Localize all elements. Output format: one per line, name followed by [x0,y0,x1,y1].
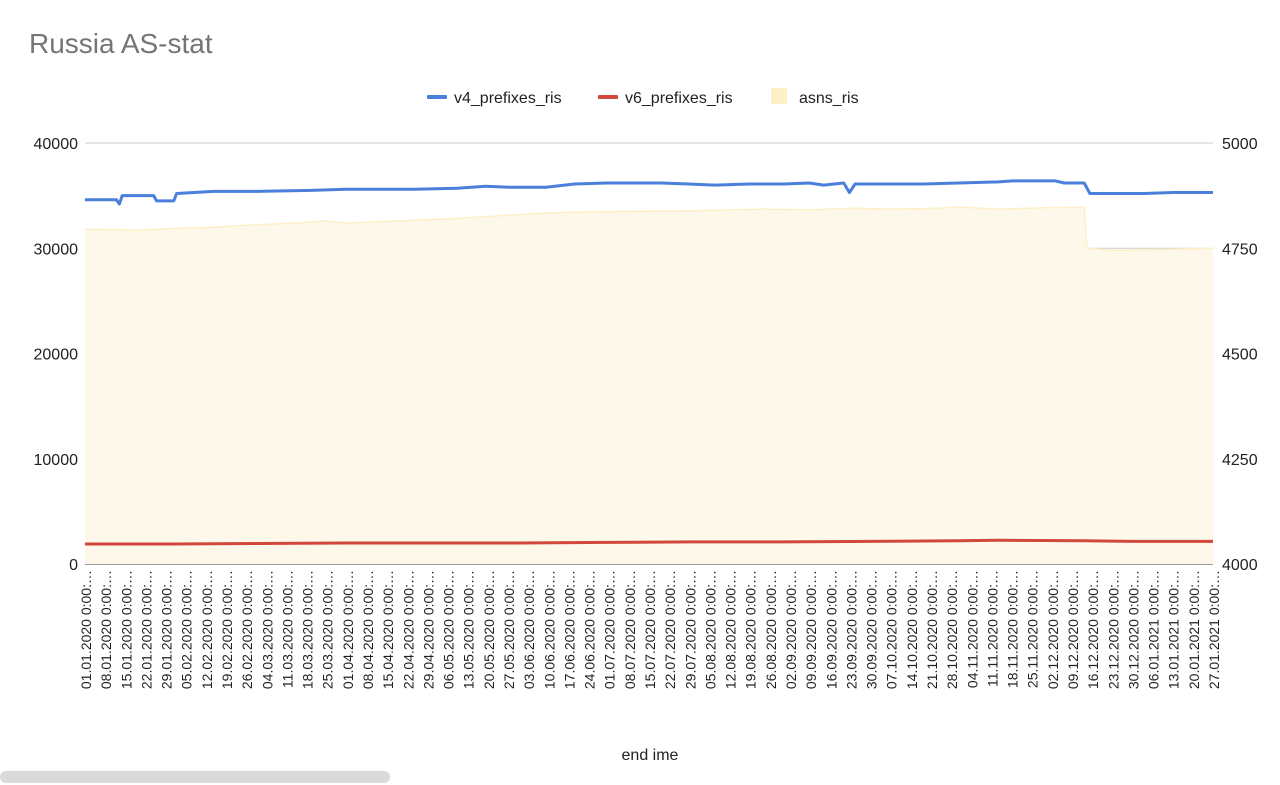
x-tick-label: 03.06.2020 0:00:… [521,570,537,689]
legend-label[interactable]: v4_prefixes_ris [454,90,562,107]
legend: v4_prefixes_ris v6_prefixes_ris asns_ris [427,88,859,107]
x-tick-label: 25.11.2020 0:00:… [1025,570,1041,688]
x-tick-label: 12.02.2020 0:00:… [199,570,215,689]
series-area-asns_ris [85,207,1213,564]
area-layer [84,206,1214,564]
x-tick-label: 25.03.2020 0:00:… [320,570,336,689]
x-tick-label: 23.09.2020 0:00:… [843,570,859,689]
x-tick-label: 09.12.2020 0:00:… [1065,570,1081,689]
y-right-tick-label: 4500 [1222,347,1258,364]
y-right-tick-label: 4750 [1222,241,1258,258]
line-layer [85,179,1213,546]
x-tick-label: 06.01.2021 0:00:… [1146,570,1162,689]
x-tick-label: 04.03.2020 0:00:… [259,570,275,689]
x-tick-label: 22.04.2020 0:00:… [400,570,416,689]
x-tick-label: 27.01.2021 0:00:… [1206,570,1222,689]
x-tick-label: 15.04.2020 0:00:… [380,570,396,689]
x-tick-label: 13.01.2021 0:00:… [1166,570,1182,689]
x-tick-label: 16.09.2020 0:00:… [823,570,839,689]
x-tick-label: 15.01.2020 0:00:… [118,570,134,689]
x-tick-label: 20.05.2020 0:00:… [481,570,497,689]
x-tick-label: 10.06.2020 0:00:… [541,570,557,689]
x-tick-label: 27.05.2020 0:00:… [501,570,517,689]
x-tick-label: 12.08.2020 0:00:… [723,570,739,689]
x-tick-label: 30.09.2020 0:00:… [864,570,880,689]
scrollbar-thumb[interactable] [0,771,390,783]
x-tick-label: 08.01.2020 0:00:… [98,570,114,689]
x-tick-label: 01.07.2020 0:00:… [602,570,618,689]
x-tick-label: 19.08.2020 0:00:… [743,570,759,689]
x-tick-label: 01.01.2020 0:00:… [78,570,94,689]
x-tick-label: 08.07.2020 0:00:… [622,570,638,689]
y-tick-label: 10000 [34,452,79,469]
x-tick-label: 21.10.2020 0:00:… [924,570,940,689]
x-tick-label: 28.10.2020 0:00:… [944,570,960,689]
x-tick-label: 29.01.2020 0:00:… [159,570,175,689]
x-tick-label: 14.10.2020 0:00:… [904,570,920,689]
y-right-tick-label: 5000 [1222,136,1258,153]
x-tick-label: 22.01.2020 0:00:… [138,570,154,689]
legend-label[interactable]: asns_ris [799,90,859,107]
x-tick-label: 20.01.2021 0:00:… [1186,570,1202,689]
x-tick-label: 26.08.2020 0:00:… [763,570,779,689]
x-tick-label: 09.09.2020 0:00:… [803,570,819,689]
x-tick-label: 19.02.2020 0:00:… [219,570,235,689]
legend-swatch [771,88,787,104]
x-tick-label: 08.04.2020 0:00:… [360,570,376,689]
x-tick-label: 13.05.2020 0:00:… [461,570,477,689]
x-tick-label: 07.10.2020 0:00:… [884,570,900,689]
series-line-v4_prefixes_ris [85,179,1213,206]
x-tick-label: 01.04.2020 0:00:… [340,570,356,689]
series-line-v6_prefixes_ris [85,538,1213,546]
x-tick-label: 11.03.2020 0:00:… [279,570,295,688]
y-tick-label: 20000 [34,347,79,364]
x-tick-label: 18.11.2020 0:00:… [1005,570,1021,688]
y-right-tick-label: 4250 [1222,452,1258,469]
legend-swatch [427,95,447,99]
series-line-asns_ris [84,206,1214,252]
legend-label[interactable]: v6_prefixes_ris [625,90,733,107]
x-tick-label: 02.12.2020 0:00:… [1045,570,1061,689]
x-tick-label: 18.03.2020 0:00:… [300,570,316,689]
y-tick-label: 40000 [34,136,79,153]
x-tick-label: 26.02.2020 0:00:… [239,570,255,689]
x-tick-label: 05.02.2020 0:00:… [179,570,195,689]
x-tick-label: 17.06.2020 0:00:… [561,570,577,689]
chart-title: Russia AS-stat [29,28,213,59]
x-tick-label: 11.11.2020 0:00:… [984,570,1000,687]
y-tick-label: 30000 [34,241,79,258]
x-tick-label: 29.04.2020 0:00:… [420,570,436,689]
x-tick-label: 23.12.2020 0:00:… [1105,570,1121,689]
legend-swatch [598,95,618,99]
x-tick-label: 06.05.2020 0:00:… [441,570,457,689]
y-right-tick-label: 4000 [1222,557,1258,574]
x-tick-label: 30.12.2020 0:00:… [1125,570,1141,689]
x-tick-label: 22.07.2020 0:00:… [662,570,678,689]
x-tick-label: 24.06.2020 0:00:… [582,570,598,689]
x-tick-label: 02.09.2020 0:00:… [783,570,799,689]
x-tick-label: 16.12.2020 0:00:… [1085,570,1101,689]
x-tick-label: 29.07.2020 0:00:… [682,570,698,689]
y-tick-label: 0 [69,557,78,574]
x-tick-label: 05.08.2020 0:00:… [702,570,718,689]
axis-labels: 0 10000 20000 30000 40000 4000 4250 4500 4750 500… [34,136,1258,689]
x-axis-title: end ime [622,747,679,764]
x-tick-label: 04.11.2020 0:00:… [964,570,980,688]
x-tick-label: 15.07.2020 0:00:… [642,570,658,689]
